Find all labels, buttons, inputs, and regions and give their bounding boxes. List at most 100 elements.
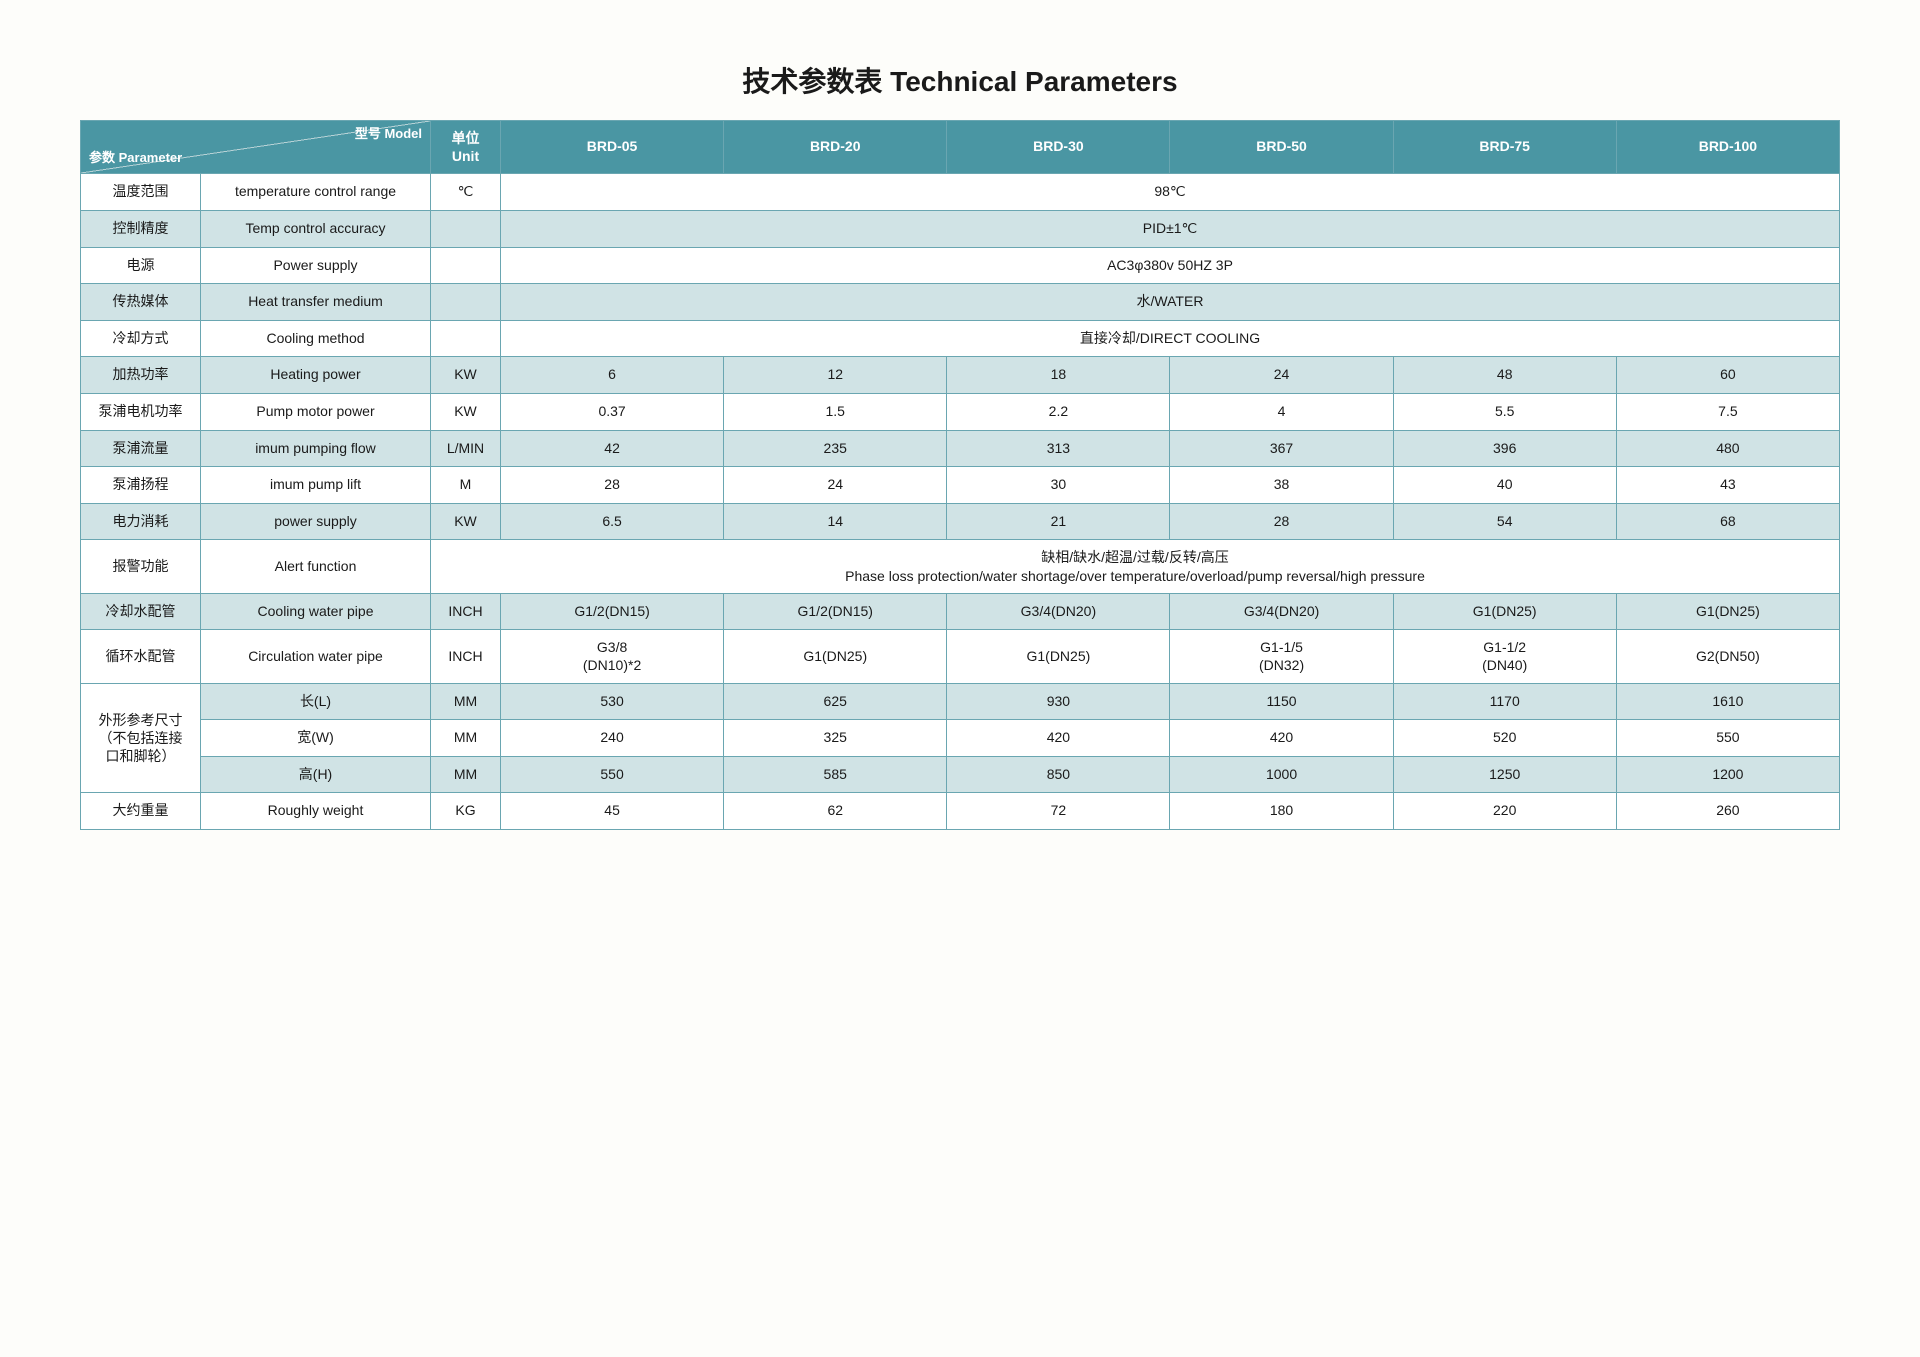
table-row: 电力消耗power supplyKW6.51421285468 [81, 503, 1840, 540]
param-en: Roughly weight [201, 793, 431, 830]
dim-sub: 宽(W) [201, 720, 431, 757]
dim-sub: 高(H) [201, 756, 431, 793]
unit-cell: KW [431, 357, 501, 394]
value-cell: G1(DN25) [724, 630, 947, 683]
table-row: 冷却方式Cooling method 直接冷却/DIRECT COOLING [81, 320, 1840, 357]
value-cell: 60 [1616, 357, 1839, 394]
param-cn: 电源 [81, 247, 201, 284]
value-cell: 480 [1616, 430, 1839, 467]
span-cell: PID±1℃ [501, 210, 1840, 247]
value-cell: G1(DN25) [1616, 593, 1839, 630]
param-cn: 电力消耗 [81, 503, 201, 540]
model-header-0: BRD-05 [501, 121, 724, 174]
value-cell: 550 [501, 756, 724, 793]
table-row: 控制精度Temp control accuracy PID±1℃ [81, 210, 1840, 247]
value-cell: 45 [501, 793, 724, 830]
span-cell: 直接冷却/DIRECT COOLING [501, 320, 1840, 357]
value-cell: 260 [1616, 793, 1839, 830]
param-en: Alert function [201, 540, 431, 593]
value-cell: 5.5 [1393, 393, 1616, 430]
value-cell: G1(DN25) [1393, 593, 1616, 630]
table-row: 宽(W)MM240325420420520550 [81, 720, 1840, 757]
value-cell: 7.5 [1616, 393, 1839, 430]
value-cell: 930 [947, 683, 1170, 720]
value-cell: 42 [501, 430, 724, 467]
value-cell: 420 [947, 720, 1170, 757]
param-en: Power supply [201, 247, 431, 284]
dim-group-label: 外形参考尺寸（不包括连接口和脚轮） [81, 683, 201, 793]
value-cell: 4 [1170, 393, 1393, 430]
value-cell: 6.5 [501, 503, 724, 540]
unit-cell: M [431, 467, 501, 504]
model-header-3: BRD-50 [1170, 121, 1393, 174]
param-cn: 泵浦电机功率 [81, 393, 201, 430]
param-en: imum pumping flow [201, 430, 431, 467]
unit-cell [431, 210, 501, 247]
value-cell: 1150 [1170, 683, 1393, 720]
unit-header: 单位 Unit [431, 121, 501, 174]
value-cell: 1610 [1616, 683, 1839, 720]
param-en: Heating power [201, 357, 431, 394]
unit-cell: MM [431, 683, 501, 720]
value-cell: 240 [501, 720, 724, 757]
param-en: Circulation water pipe [201, 630, 431, 683]
value-cell: 18 [947, 357, 1170, 394]
value-cell: 625 [724, 683, 947, 720]
dim-sub: 长(L) [201, 683, 431, 720]
value-cell: 1.5 [724, 393, 947, 430]
value-cell: 0.37 [501, 393, 724, 430]
model-header-1: BRD-20 [724, 121, 947, 174]
unit-cell: MM [431, 720, 501, 757]
table-row: 加热功率Heating powerKW61218244860 [81, 357, 1840, 394]
parameter-label: 参数 Parameter [89, 149, 182, 167]
value-cell: 24 [724, 467, 947, 504]
value-cell: 40 [1393, 467, 1616, 504]
unit-cell [431, 284, 501, 321]
value-cell: 313 [947, 430, 1170, 467]
value-cell: 62 [724, 793, 947, 830]
value-cell: 367 [1170, 430, 1393, 467]
param-en: Cooling water pipe [201, 593, 431, 630]
unit-cell: KG [431, 793, 501, 830]
unit-cell: INCH [431, 630, 501, 683]
value-cell: 2.2 [947, 393, 1170, 430]
value-cell: 1250 [1393, 756, 1616, 793]
value-cell: 530 [501, 683, 724, 720]
model-header-5: BRD-100 [1616, 121, 1839, 174]
model-header-4: BRD-75 [1393, 121, 1616, 174]
table-row: 电源Power supplyAC3φ380v 50HZ 3P [81, 247, 1840, 284]
unit-cell: ℃ [431, 174, 501, 211]
value-cell: 30 [947, 467, 1170, 504]
value-cell: 28 [501, 467, 724, 504]
table-row: 泵浦电机功率Pump motor powerKW0.371.52.245.57.… [81, 393, 1840, 430]
table-row: 温度范围temperature control range℃98℃ [81, 174, 1840, 211]
param-cn: 冷却水配管 [81, 593, 201, 630]
param-cn: 传热媒体 [81, 284, 201, 321]
value-cell: 235 [724, 430, 947, 467]
param-cn: 循环水配管 [81, 630, 201, 683]
value-cell: G2(DN50) [1616, 630, 1839, 683]
param-cn: 控制精度 [81, 210, 201, 247]
value-cell: G1-1/5(DN32) [1170, 630, 1393, 683]
value-cell: 325 [724, 720, 947, 757]
value-cell: 43 [1616, 467, 1839, 504]
value-cell: 1000 [1170, 756, 1393, 793]
value-cell: 1170 [1393, 683, 1616, 720]
param-en: Temp control accuracy [201, 210, 431, 247]
value-cell: 54 [1393, 503, 1616, 540]
table-row: 循环水配管Circulation water pipeINCHG3/8(DN10… [81, 630, 1840, 683]
model-label: 型号 Model [355, 125, 422, 143]
param-cn: 泵浦扬程 [81, 467, 201, 504]
value-cell: G1/2(DN15) [724, 593, 947, 630]
param-cn: 冷却方式 [81, 320, 201, 357]
value-cell: 550 [1616, 720, 1839, 757]
value-cell: 72 [947, 793, 1170, 830]
param-cn: 报警功能 [81, 540, 201, 593]
table-row: 报警功能Alert function缺相/缺水/超温/过载/反转/高压Phase… [81, 540, 1840, 593]
span-cell: 98℃ [501, 174, 1840, 211]
unit-cell: L/MIN [431, 430, 501, 467]
value-cell: 396 [1393, 430, 1616, 467]
param-en: Cooling method [201, 320, 431, 357]
unit-cell: INCH [431, 593, 501, 630]
param-cn: 大约重量 [81, 793, 201, 830]
